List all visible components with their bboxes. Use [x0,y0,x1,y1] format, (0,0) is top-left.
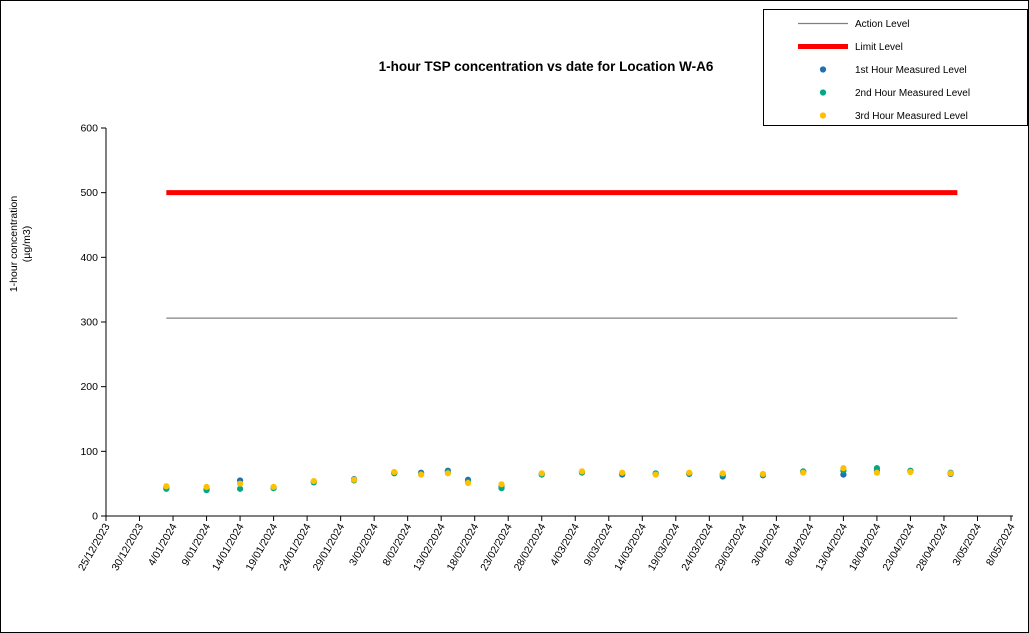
x-tick-label: 23/04/2024 [880,521,917,573]
data-point [619,469,626,476]
data-point [417,471,425,478]
y-tick-label: 300 [80,317,98,329]
x-tick-label: 30/12/2023 [109,521,146,573]
y-tick-label: 500 [80,187,98,199]
data-point [163,483,170,490]
1st-hour-measured-level-series [163,467,954,493]
data-point [236,480,244,487]
chart-title: 1-hour TSP concentration vs date for Loc… [379,59,714,74]
data-point [686,469,693,476]
legend-item: Action Level [798,19,909,30]
x-tick-label: 3/02/2024 [347,521,381,568]
data-point [538,470,545,477]
legend-box [763,9,1028,126]
data-point [873,465,881,472]
x-tick-label: 4/01/2024 [146,521,180,568]
legend-label: Limit Level [855,42,903,53]
data-point [444,470,451,477]
x-tick-label: 18/02/2024 [445,521,482,573]
x-tick-label: 8/04/2024 [783,521,817,568]
x-tick-label: 13/04/2024 [813,521,850,573]
y-tick-label: 200 [80,381,98,393]
data-point [719,470,726,477]
data-point [652,471,659,478]
x-tick-label: 29/03/2024 [713,521,750,573]
data-point [350,476,358,483]
data-point [464,479,472,487]
data-point [203,483,210,490]
x-tick-label: 4/03/2024 [548,521,582,568]
reference-lines [166,190,958,319]
x-tick-label: 28/02/2024 [512,521,549,573]
x-tick-label: 19/01/2024 [244,521,281,573]
x-tick-label: 14/01/2024 [210,521,247,573]
data-point [840,465,847,472]
x-tick-label: 24/01/2024 [277,521,314,573]
data-point [498,481,505,488]
x-tick-label: 13/02/2024 [411,521,448,573]
legend-item: 3rd Hour Measured Level [819,111,968,122]
data-point [270,483,277,490]
y-tick-label: 600 [80,123,98,135]
data-point [310,477,317,485]
3rd-hour-measured-level-series [163,465,954,490]
legend-label: Action Level [855,19,909,30]
legend-item: 2nd Hour Measured Level [819,88,970,99]
legend-dot-marker [819,89,827,96]
x-tick-label: 23/02/2024 [478,521,515,573]
legend-label: 3rd Hour Measured Level [855,111,968,122]
2nd-hour-measured-level-series [163,465,954,494]
data-point [578,468,586,475]
x-tick-label: 19/03/2024 [646,521,683,573]
data-point [907,468,914,476]
legend-item: 1st Hour Measured Level [819,65,967,76]
legend: Action Level Limit Level 1st Hour Measured… [763,9,1028,126]
x-tick-label: 9/03/2024 [582,521,616,568]
data-point [947,470,954,477]
x-tick-label: 9/01/2024 [179,521,213,568]
data-point [236,485,244,492]
x-tick-label: 3/04/2024 [749,521,783,568]
x-tick-label: 8/02/2024 [381,521,415,568]
data-point [391,468,398,476]
data-point [759,470,767,478]
y-axis-label-line1: 1-hour concentration [8,196,20,292]
x-tick-label: 29/01/2024 [311,521,348,573]
data-points [163,465,954,494]
y-tick-label: 100 [80,446,98,458]
x-tick-label: 18/04/2024 [847,521,884,573]
y-tick-label: 400 [80,252,98,264]
x-tick-label: 28/04/2024 [914,521,951,573]
x-tick-label: 3/05/2024 [950,521,984,568]
y-tick-label: 0 [92,511,98,523]
x-tick-label: 24/03/2024 [679,521,716,573]
x-tick-label: 8/05/2024 [984,521,1018,568]
y-axis-label-line2: (µg/m3) [21,226,33,262]
data-point [800,469,807,476]
legend-dot-marker [819,66,827,73]
legend-label: 2nd Hour Measured Level [855,88,970,99]
data-point [873,469,881,476]
legend-label: 1st Hour Measured Level [855,65,967,76]
legend-dot-marker [819,112,827,119]
x-tick-label: 25/12/2023 [76,521,113,573]
legend-item: Limit Level [798,42,903,53]
x-tick-label: 14/03/2024 [612,521,649,573]
